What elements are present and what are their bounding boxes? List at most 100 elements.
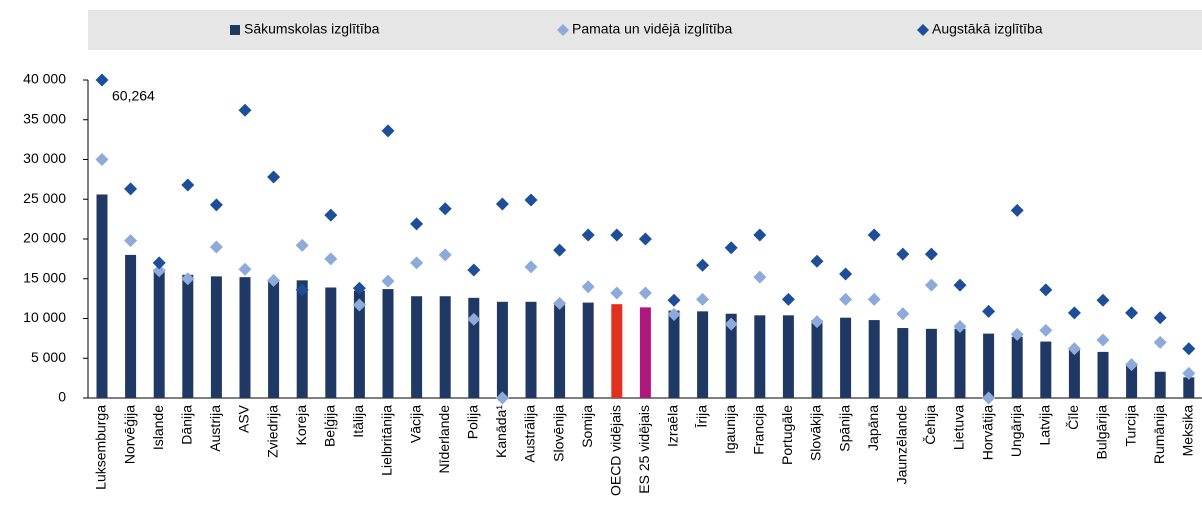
marker [581, 280, 595, 294]
y-tick-label: 25 000 [23, 190, 66, 206]
x-tick-label: Latvija [1037, 405, 1053, 446]
x-tick-label: Lielbritānija [379, 405, 395, 476]
marker [524, 260, 538, 274]
marker [267, 170, 281, 184]
marker [1039, 323, 1053, 337]
x-tick-label: Somija [579, 405, 595, 448]
bar [1097, 351, 1109, 398]
marker [152, 256, 166, 270]
marker [1096, 293, 1110, 307]
marker [724, 317, 738, 331]
marker [467, 312, 481, 326]
x-tick-label: Zviedrija [264, 405, 280, 458]
marker [753, 270, 767, 284]
marker [896, 307, 910, 321]
marker [724, 241, 738, 255]
marker [839, 267, 853, 281]
x-tick-label: Spānija [836, 405, 852, 452]
marker [495, 391, 509, 405]
bar [1040, 341, 1052, 398]
x-tick-label: Japāna [865, 405, 881, 451]
marker [638, 286, 652, 300]
bar [639, 307, 651, 398]
x-tick-label: Polija [465, 405, 481, 439]
marker [324, 252, 338, 266]
bar [1011, 336, 1023, 398]
marker [238, 262, 252, 276]
x-tick-label: Francija [751, 405, 767, 455]
bar [554, 303, 566, 398]
marker [667, 308, 681, 322]
marker [839, 292, 853, 306]
bar [1126, 365, 1138, 398]
marker [810, 254, 824, 268]
legend-swatch [557, 24, 569, 36]
marker [1182, 366, 1196, 380]
y-tick-label: 0 [58, 389, 66, 405]
bar [125, 254, 137, 398]
bar [1183, 377, 1195, 398]
bar [668, 310, 680, 398]
bar [382, 289, 394, 398]
x-tick-label: Čīle [1065, 405, 1081, 430]
bar [897, 328, 909, 398]
bar [840, 317, 852, 398]
legend-swatch [230, 25, 240, 35]
bar [611, 304, 623, 398]
y-tick-label: 5 000 [31, 349, 66, 365]
bar [353, 290, 365, 398]
x-tick-label: Itālija [350, 405, 366, 438]
x-tick-label: Čehija [922, 405, 938, 445]
bar [983, 333, 995, 398]
marker [209, 198, 223, 212]
bar [468, 297, 480, 398]
x-tick-label: Nīderlande [436, 405, 452, 474]
marker [124, 182, 138, 196]
x-tick-label: Dānija [179, 405, 195, 445]
marker [896, 247, 910, 261]
marker [1010, 327, 1024, 341]
marker [553, 243, 567, 257]
legend-band [88, 10, 1202, 50]
x-tick-label: Bulgārija [1094, 405, 1110, 460]
x-tick-label: Horvātija [979, 405, 995, 460]
marker [924, 247, 938, 261]
marker [95, 153, 109, 166]
legend-label: Sākumskolas izglītība [244, 21, 380, 37]
marker [524, 193, 538, 207]
marker [410, 217, 424, 231]
x-tick-label: Kanāda¹ [493, 405, 509, 458]
legend-label: Augstākā izglītība [932, 21, 1043, 37]
bar [210, 276, 222, 398]
x-tick-label: Slovākija [808, 405, 824, 461]
x-tick-label: Slovēnija [550, 405, 566, 462]
marker [982, 304, 996, 318]
bar [925, 328, 937, 398]
x-tick-label: ES 25 vidējais [636, 405, 652, 494]
x-tick-label: Jaunzēlande [894, 405, 910, 485]
bar [697, 311, 709, 398]
x-tick-label: Meksika [1180, 405, 1196, 457]
bar [954, 328, 966, 398]
bar [582, 302, 594, 398]
marker [1067, 306, 1081, 320]
marker [381, 274, 395, 288]
y-tick-label: 15 000 [23, 269, 66, 285]
y-tick-label: 30 000 [23, 150, 66, 166]
x-tick-label: Vācija [407, 405, 423, 443]
marker [181, 272, 195, 286]
bar [296, 280, 308, 398]
x-tick-label: Portugāle [779, 405, 795, 465]
bar [782, 315, 794, 398]
marker [410, 256, 424, 270]
y-tick-label: 35 000 [23, 110, 66, 126]
bar [754, 315, 766, 398]
marker [982, 391, 996, 405]
bar [525, 301, 537, 398]
x-tick-label: Luksemburga [93, 405, 109, 490]
marker [295, 238, 309, 252]
x-tick-label: ASV [236, 404, 252, 433]
x-tick-label: Austrija [207, 405, 223, 452]
bar [439, 296, 451, 398]
